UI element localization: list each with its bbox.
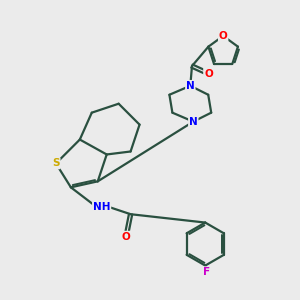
Text: O: O <box>219 31 227 41</box>
Text: F: F <box>203 267 210 277</box>
Text: NH: NH <box>93 202 110 212</box>
Text: N: N <box>189 117 198 127</box>
Text: S: S <box>52 158 60 168</box>
Text: O: O <box>204 68 213 79</box>
Text: N: N <box>186 81 195 91</box>
Text: O: O <box>122 232 130 242</box>
